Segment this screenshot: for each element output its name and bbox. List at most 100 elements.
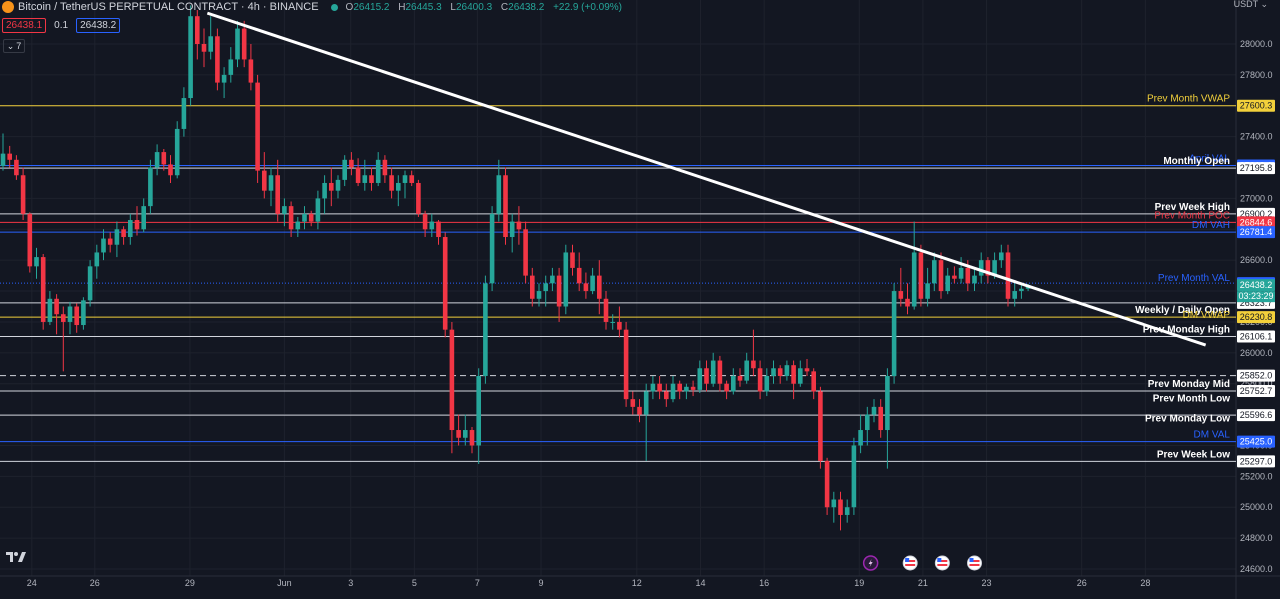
candle-body <box>550 275 555 284</box>
candle-body <box>262 170 267 191</box>
candle-body <box>215 36 220 83</box>
candle-body <box>355 167 361 183</box>
level-label: Prev Month POC <box>1154 210 1230 221</box>
x-tick-label: 26 <box>90 578 100 588</box>
candle-body <box>154 152 160 168</box>
candle-body <box>208 36 213 52</box>
candle-body <box>784 365 790 376</box>
candle-body <box>704 368 709 384</box>
candle-body <box>811 371 816 392</box>
candle-body <box>684 386 689 392</box>
x-tick-label: 16 <box>759 578 769 588</box>
market-status-icon[interactable] <box>330 3 338 11</box>
indicators-toggle[interactable]: ⌄ 7 <box>3 39 25 53</box>
candle-body <box>985 260 991 276</box>
candle-body <box>255 82 260 171</box>
price-tag-label: 26230.8 <box>1240 312 1273 322</box>
candle-body <box>302 213 307 222</box>
flag-stripe <box>969 560 980 562</box>
level-label: Prev Month Low <box>1153 393 1230 404</box>
candle-body <box>871 406 877 415</box>
level-label: DM VAL <box>1194 430 1231 441</box>
candle-body <box>509 221 515 238</box>
candle-body <box>798 368 803 384</box>
candle-body <box>630 399 636 407</box>
candle-body <box>878 406 883 431</box>
flag-stripe <box>969 564 980 566</box>
candle-body <box>791 365 796 384</box>
flag-stripe <box>937 564 948 566</box>
symbol-title[interactable]: Bitcoin / TetherUS PERPETUAL CONTRACT · … <box>18 1 319 13</box>
candle-body <box>275 175 280 214</box>
candle-body <box>777 368 783 376</box>
candle-body <box>489 213 495 284</box>
candle-body <box>369 175 374 183</box>
flag-canton <box>937 558 942 562</box>
candle-body <box>925 283 930 299</box>
candle-body <box>128 220 133 238</box>
level-label: Prev Month VAL <box>1158 273 1231 284</box>
level-label: Monthly Open <box>1163 156 1230 167</box>
candle-body <box>40 257 46 322</box>
buy-button[interactable]: 26438.2 <box>76 18 121 33</box>
candle-body <box>523 229 528 276</box>
candle-body <box>818 391 823 461</box>
candle-body <box>952 275 957 279</box>
x-tick-label: Jun <box>277 578 292 588</box>
chevron-down-icon: ⌄ <box>1257 0 1268 9</box>
spread-value: 0.1 <box>54 20 69 31</box>
x-tick-label: 5 <box>412 578 417 588</box>
price-tag <box>1237 216 1275 229</box>
price-tag-label: 26323.7 <box>1240 298 1273 308</box>
candle-body <box>308 213 314 222</box>
candle-body <box>282 206 287 214</box>
candle-body <box>94 252 100 267</box>
candle-body <box>905 298 910 307</box>
sell-button[interactable]: 26438.1 <box>2 18 47 33</box>
candle-body <box>771 368 776 376</box>
level-label: Weekly / Daily Open <box>1135 305 1230 316</box>
candle-body <box>442 237 448 330</box>
candle-body <box>851 445 857 508</box>
candle-body <box>14 159 19 176</box>
x-tick-label: 9 <box>539 578 544 588</box>
candle-body <box>141 206 146 230</box>
y-tick-label: 28000.0 <box>1240 39 1273 49</box>
x-tick-label: 26 <box>1077 578 1087 588</box>
trade-buttons: 26438.1 0.1 26438.2 <box>2 18 121 33</box>
y-tick-label: 27400.0 <box>1240 132 1273 142</box>
candle-body <box>161 152 167 165</box>
candle-body <box>885 375 890 431</box>
price-tag-label: 26781.4 <box>1240 227 1273 237</box>
candle-body <box>34 257 39 267</box>
candle-body <box>335 179 341 191</box>
candle-body <box>134 220 140 230</box>
candle-body <box>483 283 488 376</box>
candle-body <box>47 298 53 322</box>
candle-body <box>396 182 401 191</box>
candle-body <box>349 159 354 168</box>
x-tick-label: 23 <box>982 578 992 588</box>
price-tag <box>1237 226 1275 239</box>
level-label: Prev Week Low <box>1157 449 1230 460</box>
x-tick-label: 28 <box>1140 578 1150 588</box>
candle-body <box>938 260 944 292</box>
candle-body <box>195 16 200 44</box>
level-label: Prev Monday Low <box>1145 413 1230 424</box>
currency-label: USDT <box>1233 0 1258 9</box>
price-tag <box>1237 455 1275 468</box>
candle-body <box>342 159 347 180</box>
candle-body <box>248 59 254 83</box>
candle-body <box>74 306 79 326</box>
level-label: Prev Month VWAP <box>1147 94 1230 105</box>
currency-select[interactable]: USDT ⌄ <box>1234 0 1268 10</box>
candle-body <box>1019 288 1024 292</box>
candle-body <box>0 153 6 166</box>
price-tag-label: 25852.0 <box>1240 371 1273 381</box>
candle-body <box>597 275 602 299</box>
candle-body <box>456 430 461 438</box>
price-tag <box>1237 369 1275 382</box>
y-tick-label: 24600.0 <box>1240 564 1273 574</box>
candle-body <box>670 383 676 400</box>
